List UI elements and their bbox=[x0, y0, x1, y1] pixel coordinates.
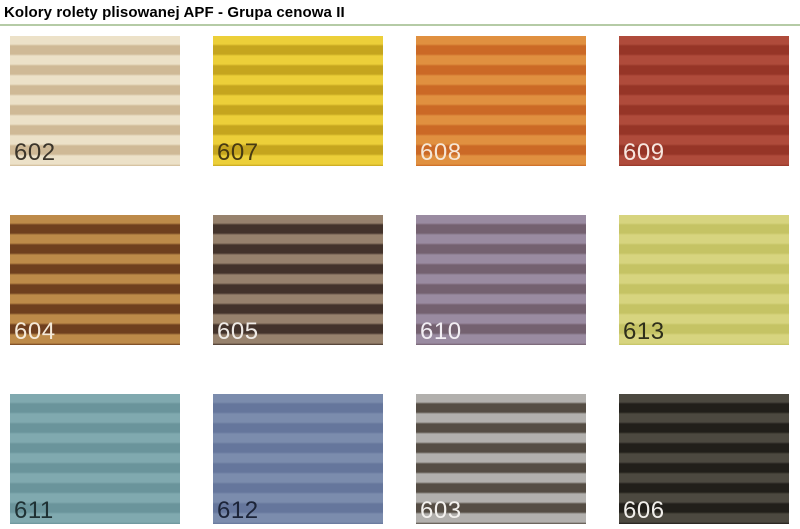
swatch-code-label: 613 bbox=[623, 318, 665, 345]
fabric-swatch-611: 611 bbox=[10, 394, 180, 524]
swatch-code-label: 602 bbox=[14, 139, 56, 166]
swatch-code-label: 604 bbox=[14, 318, 56, 345]
page-title: Kolory rolety plisowanej APF - Grupa cen… bbox=[4, 4, 345, 21]
fabric-swatch-602: 602 bbox=[10, 36, 180, 166]
swatch-code-label: 606 bbox=[623, 497, 665, 524]
swatch-code-label: 607 bbox=[217, 139, 259, 166]
fabric-swatch-603: 603 bbox=[416, 394, 586, 524]
fabric-swatch-607: 607 bbox=[213, 36, 383, 166]
swatch-code-label: 605 bbox=[217, 318, 259, 345]
swatch-code-label: 603 bbox=[420, 497, 462, 524]
fabric-swatch-613: 613 bbox=[619, 215, 789, 345]
swatch-grid: 602 607 608 609 604 605 610 613 611 612 603 606 bbox=[10, 36, 790, 524]
swatch-code-label: 611 bbox=[14, 497, 54, 524]
fabric-swatch-605: 605 bbox=[213, 215, 383, 345]
fabric-swatch-609: 609 bbox=[619, 36, 789, 166]
swatch-code-label: 612 bbox=[217, 497, 259, 524]
fabric-swatch-606: 606 bbox=[619, 394, 789, 524]
fabric-swatch-604: 604 bbox=[10, 215, 180, 345]
fabric-swatch-608: 608 bbox=[416, 36, 586, 166]
fabric-swatch-610: 610 bbox=[416, 215, 586, 345]
swatch-code-label: 608 bbox=[420, 139, 462, 166]
swatch-code-label: 609 bbox=[623, 139, 665, 166]
page-header: Kolory rolety plisowanej APF - Grupa cen… bbox=[0, 0, 800, 26]
fabric-swatch-612: 612 bbox=[213, 394, 383, 524]
swatch-code-label: 610 bbox=[420, 318, 462, 345]
